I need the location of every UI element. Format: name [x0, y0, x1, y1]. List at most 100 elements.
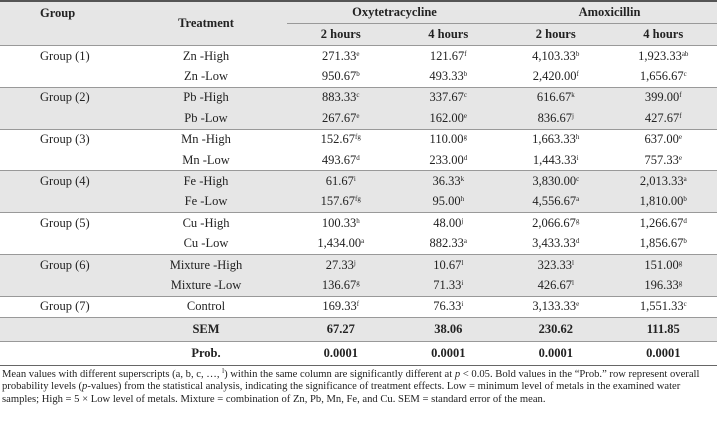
- superscript: d: [356, 153, 360, 162]
- superscript: c: [576, 175, 580, 184]
- value-cell: 426.67l: [502, 275, 610, 297]
- value: 36.33: [432, 174, 461, 189]
- footnote-italic: p: [454, 369, 461, 381]
- value: 1,856.67: [639, 236, 684, 251]
- value: 152.67: [320, 132, 356, 147]
- table-row: Mixture -Low 136.67g 71.33i 426.67l 196.33g: [0, 275, 717, 297]
- treatment-cell: Mixture -Low: [125, 275, 287, 297]
- group-cell: Group (5): [0, 212, 125, 234]
- header-cell: 4 hours: [394, 23, 502, 46]
- treatment-cell: Cu -High: [125, 212, 287, 234]
- group-cell: [0, 150, 125, 171]
- group-cell: [0, 191, 125, 213]
- superscript: f: [464, 49, 467, 58]
- value-cell: 48.00j: [394, 212, 502, 234]
- value: 493.67: [321, 152, 357, 167]
- treatment-cell: Pb -High: [125, 86, 287, 109]
- table-header: Group Treatment Oxytetracycline Amoxicil…: [0, 1, 717, 46]
- superscript: h: [575, 133, 580, 142]
- value-cell: 3,433.33d: [502, 234, 610, 255]
- superscript: a: [463, 237, 467, 246]
- value: 836.67: [537, 110, 572, 125]
- value: 1,656.67: [639, 69, 684, 84]
- treatment-cell: Pb -Low: [125, 108, 287, 130]
- value: 1,551.33: [639, 299, 684, 314]
- value: 100.33: [321, 215, 357, 230]
- value: 136.67: [321, 277, 357, 292]
- header-cell: Oxytetracycline: [287, 1, 502, 24]
- superscript: e: [576, 300, 580, 309]
- superscript: a: [576, 195, 580, 204]
- header-cell: 2 hours: [502, 23, 610, 46]
- table-row: Group (2) Pb -High 883.33c 337.67c 616.67k 39…: [0, 86, 717, 109]
- value: 267.67: [322, 110, 357, 125]
- value-cell: 233.00d: [395, 150, 503, 171]
- table-row: Mn -Low 493.67d 233.00d 1,443.33i 757.33e: [0, 150, 717, 171]
- superscript: f: [679, 111, 682, 120]
- superscript: j: [353, 258, 356, 267]
- table-row: Group (6) Mixture -High 27.33j 10.67l 323.33…: [0, 253, 717, 276]
- treatment-cell: Cu -Low: [183, 236, 229, 251]
- value-cell: 121.67f: [394, 45, 502, 67]
- footnote-text: -values) from the statistical analysis, …: [2, 381, 681, 405]
- superscript: c: [683, 70, 687, 79]
- superscript: j: [461, 216, 464, 225]
- superscript: d: [575, 237, 580, 246]
- superscript: d: [683, 216, 687, 225]
- value: 61.67: [325, 174, 354, 189]
- superscript: b: [683, 237, 687, 246]
- superscript: f: [356, 300, 360, 309]
- value: 157.67: [320, 194, 356, 209]
- value-cell: 10.67l: [394, 253, 502, 276]
- superscript: i: [353, 175, 356, 184]
- superscript: e: [463, 111, 467, 120]
- group-cell: Group (1): [0, 45, 125, 67]
- value-cell: 157.67fg: [287, 191, 395, 213]
- group-cell: Group (3): [0, 128, 125, 150]
- summary-row: SEM 67.27 38.06 230.62 111.85: [0, 317, 717, 342]
- value-cell: 61.67i: [287, 170, 395, 192]
- value-cell: 323.33l: [502, 253, 610, 276]
- value-cell: 1,551.33c: [609, 295, 717, 318]
- summary-label: Prob.: [125, 341, 287, 366]
- value: 1,443.33: [532, 152, 577, 167]
- superscript: h: [460, 195, 465, 204]
- value-cell: 1,810.00b: [609, 191, 717, 213]
- treatment-cell: Control: [125, 295, 287, 318]
- superscript: a: [361, 237, 365, 246]
- value: 337.67: [429, 90, 464, 105]
- table-row: Zn -Low 950.67b 493.33b 2,420.00f 1,656.67c: [0, 66, 717, 87]
- value-cell: 337.67c: [394, 86, 502, 109]
- value-cell: 267.67e: [287, 108, 395, 130]
- value: 4,103.33: [532, 48, 576, 63]
- header-cell: 2 hours: [287, 23, 395, 46]
- treatment-cell: Zn -Low: [183, 69, 229, 84]
- superscript: i: [576, 153, 579, 162]
- value-cell: 71.33i: [394, 275, 502, 297]
- table-row: Group (3) Mn -High 152.67fg 110.00g 1,663.33…: [0, 128, 717, 150]
- value: 2,013.33: [639, 174, 684, 189]
- header-cell: Group: [0, 1, 125, 46]
- group-cell: Group (4): [0, 170, 125, 192]
- superscript: g: [575, 216, 580, 225]
- value: 151.00: [644, 257, 679, 272]
- value-cell: 1,266.67d: [609, 212, 717, 234]
- value-cell: 1,856.67b: [610, 234, 717, 255]
- superscript: l: [461, 258, 464, 267]
- value-cell: 1,663.33h: [502, 128, 610, 150]
- table-row: Group (5) Cu -High 100.33h 48.00j 2,066.67g 1…: [0, 212, 717, 234]
- superscript: i: [461, 278, 464, 287]
- table-body: Group (1) Zn -High 271.33e 121.67f 4,103.33b…: [0, 45, 717, 366]
- table-row: Fe -Low 157.67fg 95.00h 4,556.67a 1,810.00b: [0, 191, 717, 213]
- superscript: l: [571, 278, 574, 287]
- treatment-cell: Mn -High: [125, 128, 287, 150]
- value: 121.67: [429, 48, 465, 63]
- value-cell: 151.00g: [609, 253, 717, 276]
- treatment-cell: Mixture -High: [125, 253, 287, 276]
- value-cell: 427.67f: [609, 108, 717, 130]
- value: 196.33: [644, 277, 679, 292]
- value: 1,923.33: [638, 48, 682, 63]
- value: 48.00: [433, 215, 462, 230]
- superscript: l: [571, 258, 574, 267]
- header-cell: Treatment: [125, 1, 287, 46]
